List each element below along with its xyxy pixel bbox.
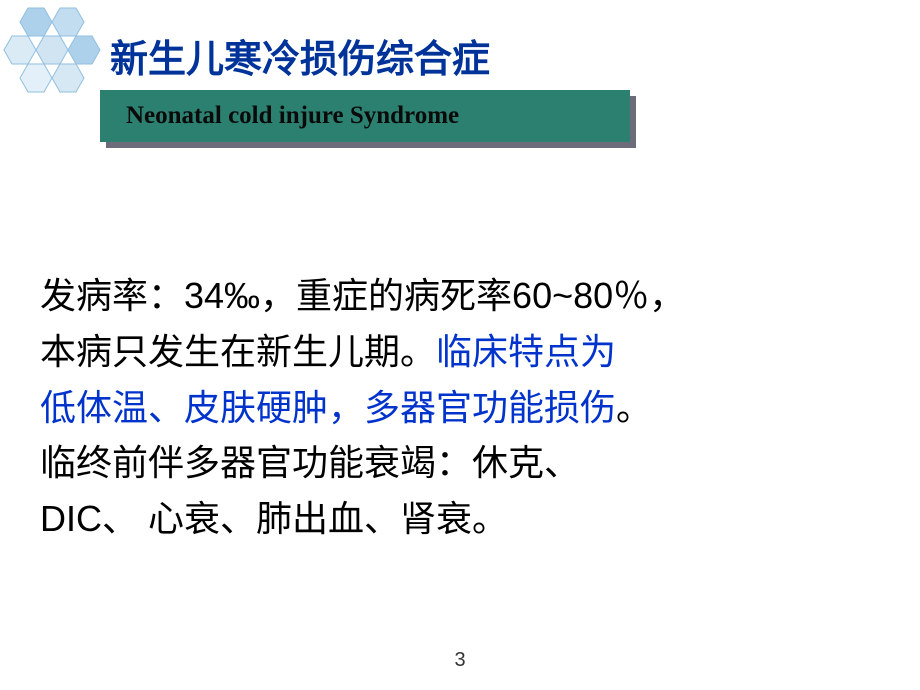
page-number: 3: [454, 649, 465, 672]
body-line-3c: 。: [616, 387, 652, 428]
body-line-2a: 本病只发生在新生儿期。: [40, 331, 436, 372]
main-title: 新生儿寒冷损伤综合症: [110, 28, 490, 83]
body-line-5: DIC、 心衰、肺出血、肾衰。: [40, 498, 508, 539]
body-line-1: 发病率：34‰，重症的病死率60~80％，: [40, 275, 685, 316]
subtitle-banner: Neonatal cold injure Syndrome: [100, 90, 630, 142]
body-paragraph: 发病率：34‰，重症的病死率60~80％， 本病只发生在新生儿期。临床特点为 低…: [40, 268, 880, 547]
body-line-2b-highlight: 临床特点为: [436, 331, 616, 372]
body-line-3-highlight: 低体温、皮肤硬肿，多器官功能损伤: [40, 387, 616, 428]
subtitle-text: Neonatal cold injure Syndrome: [126, 102, 459, 130]
body-line-4: 临终前伴多器官功能衰竭：休克、: [40, 442, 580, 483]
